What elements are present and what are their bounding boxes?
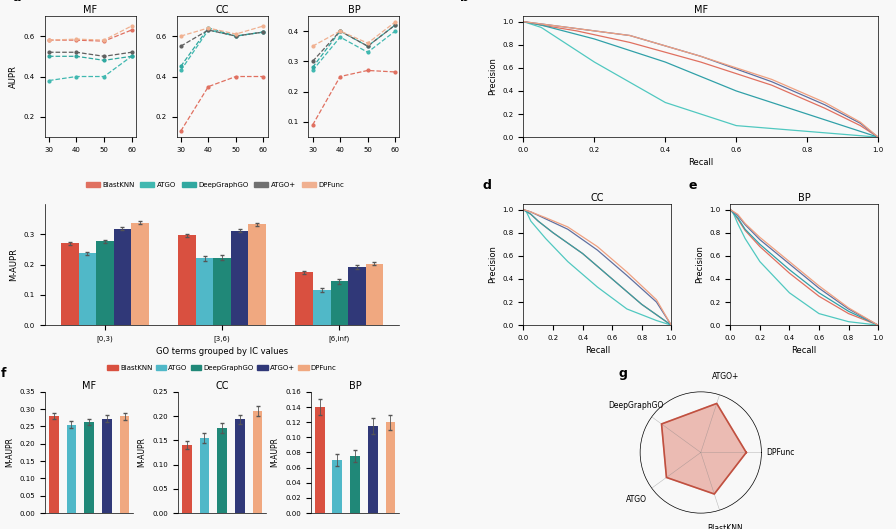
Title: BP: BP <box>349 381 361 391</box>
Bar <box>314 407 324 513</box>
Bar <box>366 263 383 325</box>
X-axis label: GO terms grouped by IC values: GO terms grouped by IC values <box>156 347 289 356</box>
Title: BP: BP <box>348 5 360 15</box>
Text: e: e <box>689 179 697 193</box>
Bar <box>368 426 377 513</box>
X-axis label: Recall: Recall <box>688 158 713 168</box>
Bar <box>84 422 94 513</box>
Title: CC: CC <box>590 193 604 203</box>
Bar <box>331 281 349 325</box>
Bar <box>61 243 79 325</box>
Bar <box>231 231 248 325</box>
Bar <box>102 419 112 513</box>
X-axis label: Recall: Recall <box>791 346 817 355</box>
Title: MF: MF <box>694 5 708 15</box>
Text: b: b <box>460 0 469 4</box>
Bar <box>349 267 366 325</box>
Y-axis label: M-AUPR: M-AUPR <box>138 437 147 468</box>
Text: f: f <box>1 367 6 380</box>
Y-axis label: M-AUPR: M-AUPR <box>4 437 13 468</box>
Title: CC: CC <box>215 5 228 15</box>
Title: BP: BP <box>797 193 811 203</box>
Bar <box>296 272 313 325</box>
Y-axis label: Precision: Precision <box>488 58 497 95</box>
Text: d: d <box>482 179 491 193</box>
Y-axis label: M-AUPR: M-AUPR <box>271 437 280 468</box>
Legend: BlastKNN, ATGO, DeepGraphGO, ATGO+, DPFunc: BlastKNN, ATGO, DeepGraphGO, ATGO+, DPFu… <box>105 362 340 374</box>
Title: CC: CC <box>215 381 228 391</box>
Bar <box>217 428 227 513</box>
Bar <box>253 411 263 513</box>
Polygon shape <box>661 404 746 494</box>
Bar <box>313 290 331 325</box>
Bar <box>48 416 58 513</box>
Legend: BlastKNN, ATGO, DeepGraphGO, ATGO+, DPFunc: BlastKNN, ATGO, DeepGraphGO, ATGO+, DPFu… <box>83 179 347 191</box>
Bar <box>248 224 266 325</box>
Y-axis label: Precision: Precision <box>488 245 497 284</box>
Bar <box>114 229 131 325</box>
Text: g: g <box>618 367 627 380</box>
Y-axis label: AUPR: AUPR <box>9 65 18 88</box>
Bar <box>79 253 96 325</box>
Title: MF: MF <box>82 381 96 391</box>
Text: a: a <box>13 0 22 4</box>
Bar <box>195 259 213 325</box>
Y-axis label: Precision: Precision <box>694 245 703 284</box>
Bar <box>96 241 114 325</box>
Bar <box>350 457 360 513</box>
Bar <box>385 422 395 513</box>
Bar <box>66 425 76 513</box>
Bar <box>200 438 210 513</box>
X-axis label: Recall: Recall <box>585 346 610 355</box>
Title: MF: MF <box>83 5 98 15</box>
Bar <box>235 419 245 513</box>
Bar <box>332 460 342 513</box>
Bar <box>178 235 195 325</box>
Bar <box>213 258 231 325</box>
Bar <box>182 445 192 513</box>
Y-axis label: M-AUPR: M-AUPR <box>9 248 18 281</box>
Bar <box>131 223 149 325</box>
Bar <box>120 416 129 513</box>
